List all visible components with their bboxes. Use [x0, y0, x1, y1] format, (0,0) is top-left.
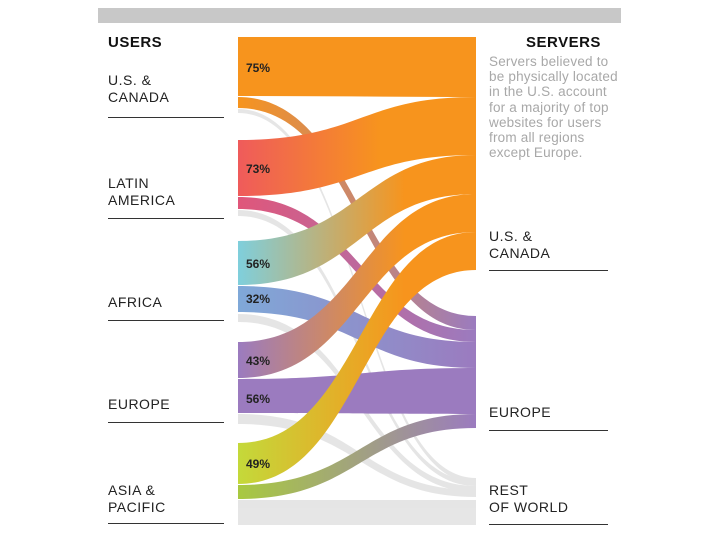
flow-us-to-us	[238, 37, 476, 97]
divider	[108, 422, 224, 423]
flows-to-us	[238, 37, 476, 484]
divider	[108, 523, 224, 524]
divider	[108, 117, 224, 118]
percent-label-europe-us: 43%	[246, 354, 270, 368]
flow-latam-to-us	[238, 97, 476, 196]
top-banner	[98, 8, 621, 23]
flow-europe-to-europe	[238, 368, 476, 414]
server-region-us-canada: U.S. & CANADA	[489, 228, 550, 262]
flow-latam-to-europe	[238, 197, 476, 342]
user-region-line: PACIFIC	[108, 499, 166, 515]
flow-asia-to-us	[238, 232, 476, 484]
divider	[489, 524, 608, 525]
user-region-latin-america: LATIN AMERICA	[108, 175, 175, 209]
user-region-line: CANADA	[108, 89, 170, 105]
percent-label-europe-europe: 56%	[246, 392, 270, 406]
divider	[108, 218, 224, 219]
user-region-line: LATIN	[108, 175, 150, 191]
server-region-rest-of-world: REST OF WORLD	[489, 482, 568, 516]
server-region-line: REST	[489, 482, 529, 498]
percent-label-latam: 73%	[246, 162, 270, 176]
percent-label-us: 75%	[246, 61, 270, 75]
percent-label-africa-us: 56%	[246, 257, 270, 271]
percent-label-asia: 49%	[246, 457, 270, 471]
flow-europe-to-us	[238, 194, 476, 378]
user-region-line: ASIA &	[108, 482, 156, 498]
server-region-line: OF WORLD	[489, 499, 569, 515]
server-region-line: U.S. &	[489, 228, 533, 244]
divider	[489, 430, 608, 431]
percent-label-africa-europe: 32%	[246, 292, 270, 306]
user-region-africa: AFRICA	[108, 294, 162, 311]
user-region-line: EUROPE	[108, 396, 171, 412]
user-region-line: AMERICA	[108, 192, 176, 208]
user-region-line: U.S. &	[108, 72, 152, 88]
servers-header: SERVERS	[526, 34, 601, 51]
server-region-line: CANADA	[489, 245, 551, 261]
divider	[489, 270, 608, 271]
divider	[108, 320, 224, 321]
users-header: USERS	[108, 34, 163, 51]
server-region-line: EUROPE	[489, 404, 552, 420]
flow-africa-to-us	[238, 155, 476, 285]
servers-note: Servers believed to be physically locate…	[489, 54, 618, 161]
user-region-line: AFRICA	[108, 294, 163, 310]
flow-africa-to-europe	[238, 286, 476, 368]
flow-asia-to-europe	[238, 414, 476, 499]
user-region-us-canada: U.S. & CANADA	[108, 72, 169, 106]
user-region-europe: EUROPE	[108, 396, 170, 413]
percent-labels: 75% 73% 56% 32% 43% 56% 49%	[246, 61, 270, 471]
user-region-asia-pacific: ASIA & PACIFIC	[108, 482, 166, 516]
server-region-europe: EUROPE	[489, 404, 551, 421]
flow-asia-to-rest	[238, 500, 476, 525]
